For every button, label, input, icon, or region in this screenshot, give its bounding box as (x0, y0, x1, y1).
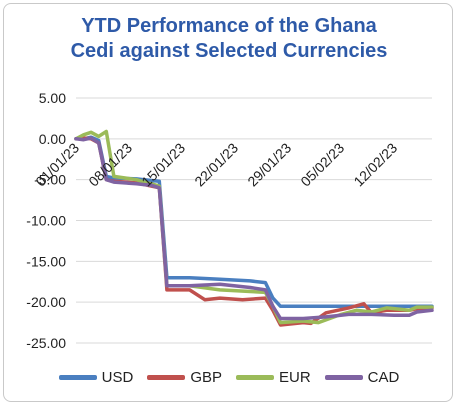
legend-label-cad: CAD (367, 368, 400, 386)
chart-title: YTD Performance of the Ghana Cedi agains… (0, 14, 458, 64)
x-tick-label: 12/02/23 (350, 139, 400, 189)
chart-legend: USD GBP EUR CAD (0, 366, 458, 388)
legend-swatch-usd (58, 374, 97, 380)
chart-title-line-2: Cedi against Selected Currencies (70, 40, 388, 62)
legend-label-eur: EUR (279, 368, 311, 386)
legend-item-gbp: GBP (147, 369, 222, 386)
x-tick-label: 05/02/23 (297, 139, 347, 189)
chart-title-line-1: YTD Performance of the Ghana (81, 15, 377, 37)
legend-item-eur: EUR (236, 369, 311, 386)
y-tick-label: 5.00 (39, 90, 66, 106)
x-tick-label: 29/01/23 (244, 139, 294, 189)
y-axis-tick-labels: 5.00 0.00 -5.00 -10.00 -15.00 -20.00 -25.00 (26, 90, 66, 351)
x-axis-tick-labels: 01/01/23 08/01/23 15/01/23 22/01/23 29/01/23… (32, 139, 400, 189)
legend-item-cad: CAD (324, 368, 400, 386)
legend-swatch-cad (324, 374, 363, 380)
y-tick-label: -25.00 (26, 335, 66, 351)
y-tick-label: 0.00 (39, 131, 66, 147)
y-tick-label: -10.00 (26, 213, 66, 229)
x-tick-label: 15/01/23 (138, 139, 188, 189)
chart-frame (3, 3, 453, 402)
series-line-eur (74, 129, 434, 325)
legend-label-gbp: GBP (190, 368, 222, 386)
y-tick-label: -5.00 (34, 172, 66, 188)
legend-swatch-eur (236, 374, 274, 380)
legend-label-usd: USD (101, 368, 134, 386)
legend-item-usd: USD (58, 368, 134, 386)
y-tick-label: -20.00 (26, 294, 66, 310)
y-tick-label: -15.00 (26, 253, 66, 269)
legend-swatch-gbp (147, 374, 186, 380)
series-lines (74, 129, 434, 327)
series-line-cad (74, 136, 434, 321)
x-tick-label: 22/01/23 (191, 139, 241, 189)
